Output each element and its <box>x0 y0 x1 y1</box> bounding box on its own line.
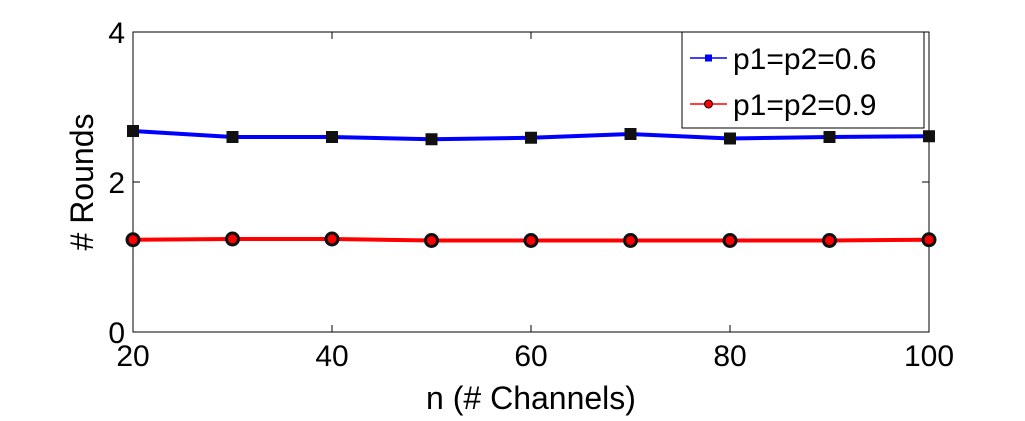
x-tick-label: 100 <box>904 340 954 373</box>
legend: p1=p2=0.6 p1=p2=0.9 <box>681 31 925 129</box>
y-tick-label: 2 <box>108 167 125 200</box>
legend-box <box>681 31 925 129</box>
y-axis: 0 2 4 <box>108 17 929 350</box>
series-2-point <box>921 232 937 248</box>
series-2-point <box>225 231 240 247</box>
series-1-point <box>326 131 338 143</box>
legend-label-1: p1=p2=0.6 <box>733 43 876 76</box>
series-2-point <box>324 231 340 247</box>
x-tick-label: 60 <box>514 340 547 373</box>
x-tick-label: 40 <box>315 340 348 373</box>
x-tick-label: 20 <box>116 340 149 373</box>
x-tick-label: 80 <box>713 340 746 373</box>
y-axis-label: # Rounds <box>64 114 100 251</box>
series-2-point <box>623 233 638 248</box>
series-2-point <box>822 233 837 248</box>
x-axis-label: n (# Channels) <box>426 380 636 416</box>
legend-label-2: p1=p2=0.9 <box>733 89 876 122</box>
series-1-point <box>823 131 836 143</box>
series-1-point <box>923 130 935 143</box>
series-1-point <box>624 128 637 140</box>
legend-marker-2 <box>704 99 713 109</box>
y-tick-label: 4 <box>108 17 125 50</box>
series-2-point <box>523 233 539 248</box>
legend-marker-1 <box>705 54 712 62</box>
series-1-point <box>425 133 438 146</box>
x-axis: 20 40 60 80 100 <box>116 32 954 373</box>
series-2-point <box>125 232 141 248</box>
y-tick-label: 0 <box>108 317 125 350</box>
series-1-point <box>127 125 139 137</box>
series-layer <box>125 125 937 248</box>
series-1-point <box>525 131 537 144</box>
series-1-point <box>226 131 239 143</box>
series-1-point <box>724 132 736 145</box>
series-2-point <box>424 233 439 248</box>
series-2-point <box>722 233 738 248</box>
